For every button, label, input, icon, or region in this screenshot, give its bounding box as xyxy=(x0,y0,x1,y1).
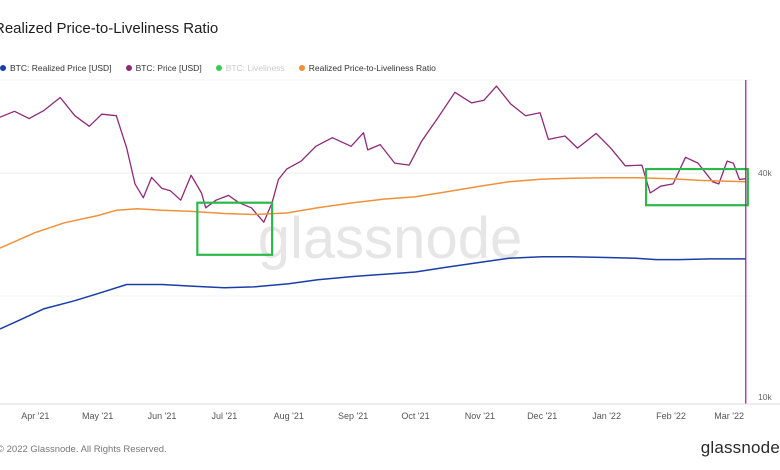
watermark: glassnode xyxy=(258,206,522,271)
legend-label: Realized Price-to-Liveliness Ratio xyxy=(308,63,436,73)
x-tick-label: May '21 xyxy=(82,411,113,421)
x-tick-label: Aug '21 xyxy=(274,411,304,421)
y-tick-label: 40k xyxy=(758,168,772,178)
legend: BTC: Realized Price [USD] BTC: Price [US… xyxy=(0,63,436,73)
x-tick-label: Sep '21 xyxy=(338,411,368,421)
legend-dot-icon xyxy=(125,65,132,71)
x-axis: Apr '21 May '21 Jun '21 Jul '21 Aug '21 Sep '… xyxy=(0,403,780,421)
x-tick-label: Dec '21 xyxy=(527,411,557,421)
legend-item-liveliness[interactable]: BTC: Liveliness xyxy=(215,63,285,73)
legend-dot-icon xyxy=(0,65,6,71)
legend-dot-icon xyxy=(215,65,222,71)
series-line-realized-price-to-liveliness-ratio xyxy=(0,177,746,249)
copyright-label: 2022 Glassnode. All Rights Reserved. xyxy=(6,444,167,455)
legend-label: BTC: Liveliness xyxy=(225,63,285,73)
x-tick-label: Jul '21 xyxy=(211,411,237,421)
highlight-box xyxy=(196,201,274,256)
brand-logo: glassnode xyxy=(700,438,780,457)
copyright-text: © 2022 Glassnode. All Rights Reserved. xyxy=(0,444,167,455)
legend-dot-icon xyxy=(298,65,305,71)
x-tick-label: Feb '22 xyxy=(656,411,686,421)
x-tick-label: Nov '21 xyxy=(465,411,495,421)
legend-label: BTC: Price [USD] xyxy=(135,63,202,73)
x-tick-label: Jan '22 xyxy=(592,411,621,421)
y-axis: 40k 10k xyxy=(758,168,772,402)
series-layer xyxy=(0,85,746,330)
x-tick-label: Oct '21 xyxy=(401,411,429,421)
series-line-btc-price-usd xyxy=(0,85,746,223)
series-line-btc-realized-price-usd xyxy=(0,256,746,330)
page-title: Realized Price-to-Liveliness Ratio xyxy=(0,20,219,37)
legend-label: BTC: Realized Price [USD] xyxy=(10,63,112,73)
y-tick-label: 10k xyxy=(758,392,772,402)
x-tick-label: Mar '22 xyxy=(714,411,744,421)
x-tick-label: Jun '21 xyxy=(148,411,177,421)
x-tick-label: Apr '21 xyxy=(21,411,49,421)
legend-item-realized-price[interactable]: BTC: Realized Price [USD] xyxy=(0,63,112,73)
highlight-box xyxy=(644,167,749,207)
legend-item-ratio[interactable]: Realized Price-to-Liveliness Ratio xyxy=(298,63,436,73)
highlight-layer xyxy=(196,167,749,256)
legend-item-price[interactable]: BTC: Price [USD] xyxy=(125,63,202,73)
